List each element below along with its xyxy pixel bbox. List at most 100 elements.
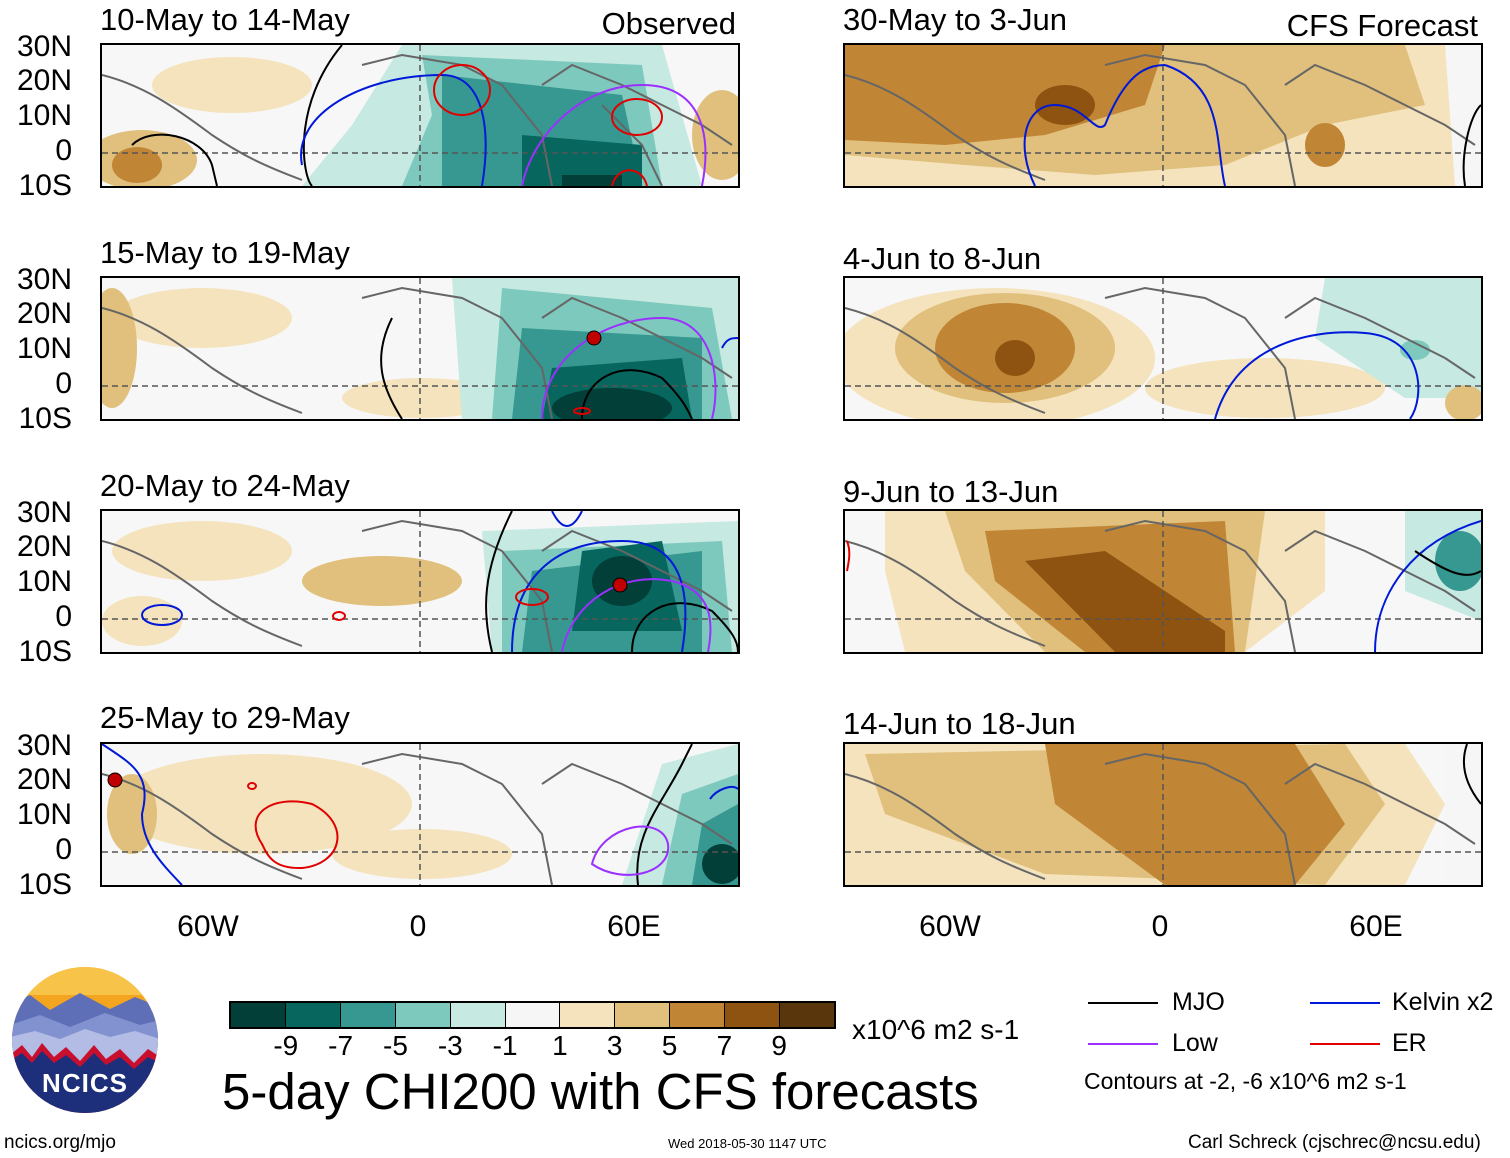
legend-swatch-mjo <box>1088 1002 1158 1004</box>
panel-title-cfs-4: 14-Jun to 18-Jun <box>843 706 1076 741</box>
colorbar-tick-label: -5 <box>383 1030 408 1061</box>
colorbar-units: x10^6 m2 s-1 <box>852 1014 1020 1045</box>
lat-label: 10S <box>18 402 72 435</box>
map-panel-observed-3 <box>100 509 740 654</box>
colorbar-tick-label: 1 <box>552 1030 568 1061</box>
colorbar-tick-label: -7 <box>328 1030 354 1061</box>
lat-label: 30N <box>16 729 72 762</box>
lat-label: 20N <box>16 64 72 97</box>
lat-label: 10S <box>18 169 72 202</box>
coastlines <box>102 286 733 419</box>
contours <box>846 520 1481 652</box>
map-panel-cfs-4 <box>843 742 1483 887</box>
contours <box>131 45 707 186</box>
main-title: 5-day CHI200 with CFS forecasts <box>222 1063 979 1120</box>
legend-swatch-kelvin <box>1310 1002 1380 1004</box>
coastlines <box>845 53 1476 186</box>
legend-swatch-er <box>1310 1043 1380 1045</box>
map-panel-observed-2 <box>100 276 740 421</box>
colorbar-swatch <box>395 1003 451 1027</box>
colorbar-tick-label: 3 <box>606 1030 623 1061</box>
lat-label: 20N <box>16 763 72 796</box>
panel-title-cfs-2: 4-Jun to 8-Jun <box>843 241 1042 276</box>
contours <box>380 316 738 419</box>
map-panel-cfs-3 <box>843 509 1483 654</box>
panel-title-obs-2: 15-May to 19-May <box>100 235 350 270</box>
colorbar-swatch <box>725 1003 781 1027</box>
colorbar-tick-label: 7 <box>716 1030 733 1061</box>
contours <box>141 511 738 652</box>
panel-title-obs-1: 10-May to 14-May <box>100 2 350 37</box>
coastlines <box>845 519 1476 652</box>
colorbar-tick-label: 5 <box>661 1030 678 1061</box>
legend-label-er: ER <box>1392 1029 1427 1057</box>
footer-timestamp: Wed 2018-05-30 1147 UTC <box>668 1136 827 1151</box>
lon-label: 60E <box>607 910 661 943</box>
colorbar-tick-label: -1 <box>492 1030 518 1061</box>
colorbar-tick-label: 9 <box>771 1030 787 1061</box>
lat-label: 30N <box>16 263 72 296</box>
legend-label-mjo: MJO <box>1172 988 1225 1016</box>
lat-label: 0 <box>55 833 72 866</box>
panel-title-cfs-1: 30-May to 3-Jun <box>843 2 1067 37</box>
lat-label: 0 <box>55 600 72 633</box>
map-panel-observed-1 <box>100 43 740 188</box>
legend-label-low: Low <box>1172 1029 1218 1057</box>
chi200-shading <box>102 45 738 186</box>
map-panel-cfs-2 <box>843 276 1483 421</box>
colorbar-swatch <box>231 1003 286 1027</box>
panel-title-obs-3: 20-May to 24-May <box>100 468 350 503</box>
lat-label: 10S <box>18 868 72 901</box>
lat-label: 0 <box>55 134 72 167</box>
footer-url: ncics.org/mjo <box>4 1132 116 1153</box>
lat-label: 10N <box>16 332 72 365</box>
coastlines <box>102 519 733 652</box>
colorbar <box>229 1001 836 1029</box>
cfs-forecast-label: CFS Forecast <box>1286 8 1478 43</box>
lon-label: 0 <box>1151 910 1169 943</box>
footer-credit: Carl Schreck (cjschrec@ncsu.edu) <box>1188 1132 1481 1153</box>
ncics-logo: NCICS <box>10 965 160 1115</box>
coastlines <box>845 752 1476 885</box>
colorbar-tick-label: -9 <box>273 1030 299 1061</box>
coastlines <box>102 752 733 885</box>
lon-label: 60W <box>919 910 981 943</box>
contours <box>1023 64 1481 186</box>
contours <box>102 744 738 885</box>
panel-title-obs-4: 25-May to 29-May <box>100 700 350 735</box>
colorbar-tick-label: -3 <box>437 1030 463 1061</box>
lat-label: 10N <box>16 798 72 831</box>
contours <box>1462 744 1481 805</box>
chi200-shading <box>107 744 738 885</box>
colorbar-swatch <box>560 1003 616 1027</box>
lat-label: 0 <box>55 367 72 400</box>
map-panel-cfs-1 <box>843 43 1483 188</box>
observed-label: Observed <box>601 6 736 41</box>
lat-label: 30N <box>16 496 72 529</box>
lon-label: 60W <box>177 910 239 943</box>
colorbar-swatch <box>505 1003 561 1027</box>
legend-swatch-low <box>1088 1043 1158 1045</box>
panel-title-cfs-3: 9-Jun to 13-Jun <box>843 474 1059 509</box>
lat-label: 30N <box>16 30 72 63</box>
colorbar-swatch <box>780 1003 834 1027</box>
legend-note: Contours at -2, -6 x10^6 m2 s-1 <box>1084 1068 1407 1094</box>
colorbar-swatch <box>670 1003 726 1027</box>
lon-label: 60E <box>1349 910 1403 943</box>
colorbar-swatch <box>285 1003 341 1027</box>
lat-label: 10N <box>16 99 72 132</box>
colorbar-swatch <box>615 1003 671 1027</box>
chi200-shading <box>102 521 738 652</box>
lon-label: 0 <box>409 910 427 943</box>
lat-label: 20N <box>16 297 72 330</box>
contours <box>1214 331 1420 419</box>
coastlines <box>845 286 1476 419</box>
legend-label-kelvin: Kelvin x2 <box>1392 988 1494 1016</box>
map-panel-observed-4 <box>100 742 740 887</box>
lat-label: 10N <box>16 565 72 598</box>
lat-label: 20N <box>16 530 72 563</box>
logo-text: NCICS <box>42 1068 128 1098</box>
colorbar-swatch <box>340 1003 396 1027</box>
chi200-shading <box>885 511 1481 652</box>
chi200-shading <box>845 744 1481 885</box>
